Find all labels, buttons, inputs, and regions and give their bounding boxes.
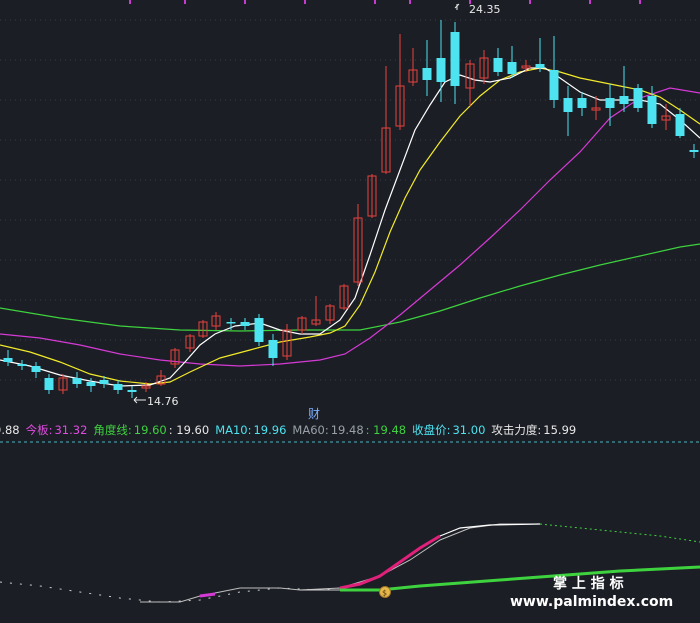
candle-body-down xyxy=(577,98,587,108)
indicator-item: : 19.48 xyxy=(366,423,406,437)
candle-body-down xyxy=(450,32,460,86)
candle-body-up xyxy=(521,65,531,69)
candle-body-down xyxy=(44,378,54,390)
ma-slow-line xyxy=(0,87,700,367)
candle-body-down xyxy=(226,322,236,324)
indicator-item: 19.60 xyxy=(134,423,167,437)
candle-body-down xyxy=(113,384,123,390)
watermark-title: 掌 上 指 标 xyxy=(553,575,624,592)
candle-body-up xyxy=(381,127,391,173)
candle-body-up xyxy=(339,285,349,309)
candle-body-down xyxy=(605,98,615,108)
low-price-label: 14.76 xyxy=(147,395,179,408)
candle-body-down xyxy=(436,58,446,82)
candle-body-up xyxy=(282,329,292,357)
candle-body-down xyxy=(86,382,96,386)
subpanel-magenta-segment xyxy=(199,592,216,598)
price-grid xyxy=(0,0,700,381)
candle-body-down xyxy=(493,58,503,72)
candle-body-up xyxy=(311,319,321,325)
candle-body-down xyxy=(619,96,629,104)
low-marker: 14.76 xyxy=(133,395,179,408)
candle-body-down xyxy=(549,70,559,100)
watermark-url: www.palmindex.com xyxy=(510,594,673,610)
candle-body-up xyxy=(479,57,489,79)
ma-mid-line xyxy=(0,67,700,385)
candle-body-down xyxy=(647,96,657,124)
indicator-subpanel xyxy=(0,523,700,603)
candle-body-down xyxy=(535,64,545,68)
candle-body-up xyxy=(408,69,418,83)
candle-body-up xyxy=(156,375,166,385)
indicator-item: : 19.60 xyxy=(169,423,209,437)
subpanel-white-line xyxy=(439,523,541,537)
indicator-item: 角度线: xyxy=(93,423,131,437)
candle-body-up xyxy=(170,349,180,365)
indicator-item: 31.32 xyxy=(54,423,87,437)
candle-body-down xyxy=(268,340,278,358)
ma-long-line xyxy=(0,243,700,332)
indicator-item: 31.00 xyxy=(452,423,485,437)
money-bag-icon: $ xyxy=(379,586,391,598)
candle-body-down xyxy=(254,318,264,342)
candle-body-down xyxy=(240,322,250,326)
event-marker[interactable]: 财 xyxy=(308,407,320,421)
indicator-item: 19.48 xyxy=(331,423,364,437)
candle-body-down xyxy=(563,98,573,112)
candle-body-up xyxy=(297,317,307,331)
candle-body-down xyxy=(689,150,699,152)
candle-body-down xyxy=(675,114,685,136)
candle-body-down xyxy=(3,358,13,362)
subpanel-green-dotted xyxy=(539,523,700,543)
candle-body-up xyxy=(395,85,405,127)
candle-body-up xyxy=(141,385,151,389)
indicator-item: 19.96 xyxy=(253,423,286,437)
candle-body-down xyxy=(31,366,41,372)
svg-text:$: $ xyxy=(382,589,387,598)
candle-body-down xyxy=(72,378,82,384)
candle-body-down xyxy=(99,380,109,384)
candle-body-down xyxy=(422,68,432,80)
candle-body-up xyxy=(198,321,208,337)
high-marker: 24.35 xyxy=(454,3,501,16)
candle-body-up xyxy=(661,115,671,121)
candle-body-up xyxy=(211,315,221,327)
high-price-label: 24.35 xyxy=(469,3,501,16)
indicator-item: 攻击力度: xyxy=(491,423,541,437)
candle-body-down xyxy=(17,364,27,366)
candle-body-down xyxy=(633,88,643,108)
indicator-item: MA60: xyxy=(292,423,328,437)
candle-body-down xyxy=(127,390,137,392)
candle-body-up xyxy=(367,175,377,217)
subpanel-green-line xyxy=(340,565,700,592)
subpanel-magenta-line xyxy=(339,534,441,590)
indicator-item: 15.99 xyxy=(543,423,576,437)
indicator-item: 今板: xyxy=(26,423,53,437)
candle-body-up xyxy=(185,335,195,349)
candle-body-up xyxy=(591,107,601,111)
indicator-item: 收盘价: xyxy=(412,423,450,437)
candle-body-up xyxy=(325,305,335,321)
candle-body-up xyxy=(353,217,363,283)
subpanel-dotted-line xyxy=(0,581,341,603)
ma-fast-line xyxy=(0,67,700,387)
indicator-bar: 9.88 今板:31.32 角度线:19.60: 19.60 MA10:19.96 MA… xyxy=(0,423,576,437)
indicator-item: MA10: xyxy=(215,423,251,437)
indicator-item: 9.88 xyxy=(0,423,20,437)
candlestick-series xyxy=(3,20,699,398)
moving-average-lines xyxy=(0,67,700,387)
candle-body-down xyxy=(507,62,517,74)
candle-body-up xyxy=(58,377,68,391)
candle-body-up xyxy=(465,63,475,89)
